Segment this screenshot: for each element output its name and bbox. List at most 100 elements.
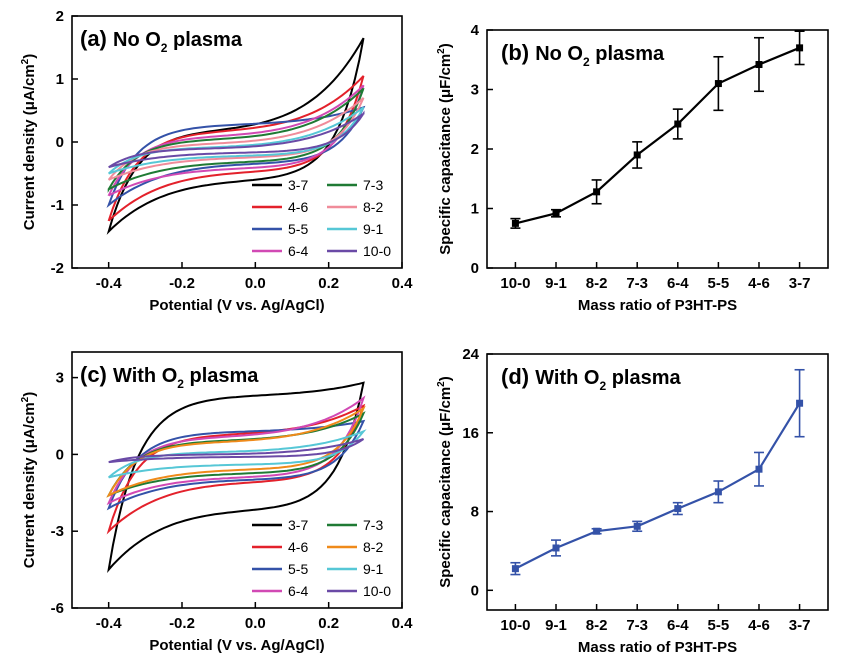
y-tick-label: 0 — [56, 134, 64, 151]
panel-title: (a) No O2 plasma — [80, 26, 243, 55]
chart-panel-4: 0 8 16 24 10-0 9-1 8-2 7-3 6-4 5-5 4-6 3-7 Mass rati… — [436, 346, 829, 656]
x-tick-label: 7-3 — [626, 275, 648, 292]
series-10-0-curve — [108, 438, 365, 464]
y-tick-label: 3 — [471, 82, 479, 99]
x-tick-label: 4-6 — [748, 617, 770, 634]
y-tick-label: -6 — [51, 600, 64, 617]
y-tick-label: 2 — [471, 141, 479, 158]
x-tick-label: 10-0 — [500, 617, 530, 634]
x-tick-label: 8-2 — [586, 617, 608, 634]
y-axis-label: Specific capacitance (μF/cm2) — [436, 376, 454, 588]
series-6-4-curve — [107, 84, 365, 197]
legend-label-8-2: 8-2 — [363, 539, 383, 555]
legend-label-5-5: 5-5 — [288, 561, 308, 577]
series-line — [515, 46, 801, 225]
x-tick-label: 0.4 — [392, 615, 414, 632]
series-10-0-curve — [108, 110, 365, 169]
x-tick-label: 8-2 — [586, 275, 608, 292]
data-point-5-5 — [714, 488, 722, 496]
x-tick-label: -0.2 — [169, 615, 195, 632]
data-point-7-3 — [633, 522, 641, 530]
x-tick-label: 9-1 — [545, 275, 567, 292]
y-tick-label: 0 — [56, 446, 64, 463]
data-point-4-6 — [755, 465, 763, 473]
data-point-10-0 — [511, 565, 519, 573]
y-tick-label: 0 — [471, 582, 479, 599]
legend-label-7-3: 7-3 — [363, 517, 383, 533]
data-point-4-6 — [755, 61, 763, 69]
x-tick-label: 3-7 — [789, 617, 811, 634]
data-point-9-1 — [552, 544, 560, 552]
panel-title: (d) With O2 plasma — [501, 364, 682, 393]
data-point-8-2 — [593, 188, 601, 196]
series-6-4-curve — [106, 395, 366, 506]
x-tick-label: 0.2 — [318, 615, 339, 632]
legend-label-4-6: 4-6 — [288, 199, 308, 215]
x-tick-label: 10-0 — [500, 275, 530, 292]
legend-label-6-4: 6-4 — [288, 583, 308, 599]
legend-label-10-0: 10-0 — [363, 243, 391, 259]
plot-frame — [486, 29, 829, 269]
plot-frame — [71, 351, 403, 609]
data-point-8-2 — [593, 527, 601, 535]
x-tick-label: 4-6 — [748, 275, 770, 292]
panel-title: (b) No O2 plasma — [501, 40, 665, 69]
x-tick-label: 0.0 — [245, 615, 266, 632]
data-point-10-0 — [511, 219, 519, 227]
x-tick-label: 3-7 — [789, 275, 811, 292]
x-tick-label: 0.2 — [318, 275, 339, 292]
data-point-3-7 — [796, 399, 804, 407]
x-tick-label: 9-1 — [545, 617, 567, 634]
data-point-3-7 — [796, 44, 804, 52]
legend-label-9-1: 9-1 — [363, 221, 383, 237]
data-point-7-3 — [633, 151, 641, 159]
series-9-1-curve — [108, 429, 367, 479]
series-4-6-curve — [107, 75, 365, 222]
legend-label-10-0: 10-0 — [363, 583, 391, 599]
series-3-7-curve — [107, 381, 365, 573]
x-axis-label: Mass ratio of P3HT-PS — [578, 639, 737, 656]
legend-label-9-1: 9-1 — [363, 561, 383, 577]
x-tick-label: 0.0 — [245, 275, 266, 292]
y-tick-label: 0 — [471, 260, 479, 277]
chart-panel-2: 0 1 2 3 4 10-0 9-1 8-2 7-3 6-4 5-5 4-6 3-7 Mass ratio… — [436, 22, 829, 314]
y-axis-label: Specific capacitance (μF/cm2) — [436, 43, 454, 255]
y-axis-label: Current density (μA/cm2) — [20, 392, 38, 568]
panel-title: (c) With O2 plasma — [80, 362, 259, 391]
y-tick-label: 2 — [56, 8, 64, 25]
plot-frame — [486, 353, 829, 611]
x-tick-label: -0.4 — [96, 615, 123, 632]
legend-label-8-2: 8-2 — [363, 199, 383, 215]
chart-panel-3: -0.4 -0.2 0.0 0.2 0.4 -6 -3 0 3 Potential (V vs. … — [20, 351, 414, 654]
y-axis-label: Current density (μA/cm2) — [20, 54, 38, 230]
data-point-5-5 — [714, 80, 722, 88]
series-8-2-curve — [106, 405, 366, 498]
data-point-9-1 — [552, 209, 560, 217]
series-5-5-curve — [106, 419, 366, 511]
series-7-3-curve — [106, 411, 366, 498]
x-tick-label: 5-5 — [708, 275, 730, 292]
series-7-3-curve — [107, 87, 365, 193]
x-tick-label: 0.4 — [392, 275, 414, 292]
y-tick-label: 24 — [462, 346, 479, 363]
legend: 3-7 7-3 4-6 8-2 5-5 9-1 6-4 10-0 — [252, 177, 391, 259]
x-tick-label: -0.4 — [96, 275, 123, 292]
legend-label-7-3: 7-3 — [363, 177, 383, 193]
data-point-6-4 — [674, 505, 682, 513]
x-tick-label: 6-4 — [667, 617, 689, 634]
y-tick-label: 1 — [471, 201, 479, 218]
y-tick-label: 1 — [56, 71, 64, 88]
legend-label-3-7: 3-7 — [288, 177, 308, 193]
series-8-2-curve — [107, 97, 365, 181]
x-tick-label: 5-5 — [708, 617, 730, 634]
chart-panel-1: -0.4 -0.2 0.0 0.2 0.4 -2 -1 0 1 2 Potential (V vs.… — [20, 8, 413, 314]
y-tick-label: 16 — [462, 425, 479, 442]
y-tick-label: -3 — [51, 523, 64, 540]
x-axis-label: Potential (V vs. Ag/AgCl) — [149, 637, 324, 654]
y-tick-label: -1 — [51, 197, 64, 214]
y-tick-label: -2 — [51, 260, 64, 277]
series-line — [514, 402, 801, 570]
legend-label-4-6: 4-6 — [288, 539, 308, 555]
legend-label-6-4: 6-4 — [288, 243, 308, 259]
